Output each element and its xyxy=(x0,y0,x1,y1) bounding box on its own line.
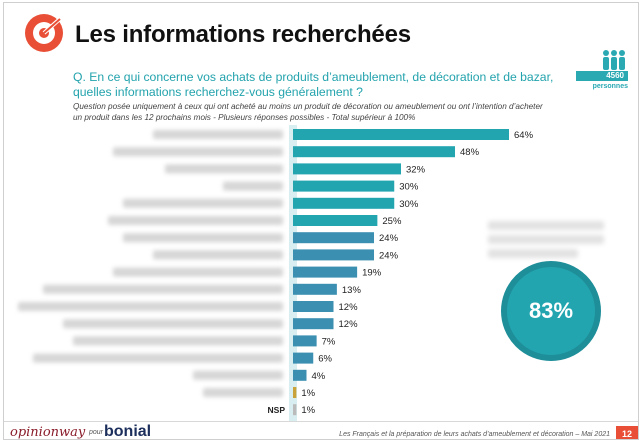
redacted-category-label xyxy=(18,302,283,311)
highlight-value: 83% xyxy=(528,298,574,323)
bar-value-label: 19% xyxy=(362,268,382,279)
slide: Les informations recherchées 4560 person… xyxy=(3,2,639,440)
bar xyxy=(293,335,317,347)
footer-pour: pour xyxy=(89,429,104,436)
bar xyxy=(293,387,297,398)
bar-value-label: 12% xyxy=(339,319,359,330)
bar-value-label: 1% xyxy=(301,388,315,399)
bar-chart: 64%48%32%30%30%25%24%24%19%13%12%12%7%6%… xyxy=(18,125,534,422)
bar xyxy=(293,180,395,192)
bar-value-label: 30% xyxy=(399,199,419,210)
bar-value-label: 32% xyxy=(406,164,426,175)
bar xyxy=(293,369,307,381)
redacted-category-label xyxy=(123,198,283,208)
redacted-category-label xyxy=(73,336,283,346)
bar-value-label: 24% xyxy=(379,233,399,244)
bonial-logo: bonial xyxy=(104,423,152,440)
question-note: Question posée uniquement à ceux qui ont… xyxy=(73,102,543,122)
redacted-category-label xyxy=(33,353,283,363)
bar-value-label: 30% xyxy=(399,182,419,193)
bar xyxy=(293,352,314,364)
bar xyxy=(293,197,395,209)
sample-count: 4560 xyxy=(576,71,628,81)
redacted-category-label xyxy=(108,216,283,225)
sample-label: personnes xyxy=(592,83,628,90)
people-icon xyxy=(603,50,625,70)
bar xyxy=(293,266,358,278)
redacted-category-label xyxy=(63,319,283,329)
redacted-category-label xyxy=(203,388,283,397)
bar xyxy=(293,249,374,261)
bar-value-label: 6% xyxy=(318,354,332,365)
question-text: Q. En ce qui concerne vos achats de prod… xyxy=(73,70,554,99)
highlight-circle: 83% xyxy=(501,261,601,361)
category-label: NSP xyxy=(268,405,286,415)
bar-value-label: 25% xyxy=(382,216,402,227)
footer-caption: Les Français et la préparation de leurs … xyxy=(339,431,610,438)
bar xyxy=(293,283,337,295)
redacted-category-label xyxy=(165,164,283,174)
bar xyxy=(293,163,401,175)
opinionway-target-icon xyxy=(25,14,64,52)
bar xyxy=(293,404,297,416)
redacted-category-label xyxy=(113,267,283,277)
bar xyxy=(293,232,374,244)
footer-divider xyxy=(4,421,638,422)
redacted-side-label xyxy=(488,221,604,261)
bar-value-label: 1% xyxy=(301,405,315,416)
page-title: Les informations recherchées xyxy=(75,21,411,48)
bar xyxy=(293,146,455,158)
redacted-category-label xyxy=(113,147,283,157)
redacted-category-label xyxy=(43,284,283,294)
redacted-category-label xyxy=(153,130,283,139)
redacted-category-label xyxy=(193,370,283,380)
bar-value-label: 7% xyxy=(322,336,336,347)
opinionway-logo: opinionway xyxy=(10,425,86,440)
bar-value-label: 48% xyxy=(460,147,480,158)
redacted-category-label xyxy=(123,233,283,243)
bar-value-label: 64% xyxy=(514,130,534,141)
bar xyxy=(293,318,334,330)
bar xyxy=(293,215,378,226)
redacted-category-label xyxy=(223,181,283,191)
bar-value-label: 13% xyxy=(342,285,362,296)
bar-value-label: 4% xyxy=(312,371,326,382)
redacted-category-label xyxy=(153,250,283,260)
bar xyxy=(293,129,509,140)
page-number: 12 xyxy=(616,426,638,439)
bar-value-label: 12% xyxy=(339,302,359,313)
bar xyxy=(293,301,334,312)
bar-value-label: 24% xyxy=(379,250,399,261)
